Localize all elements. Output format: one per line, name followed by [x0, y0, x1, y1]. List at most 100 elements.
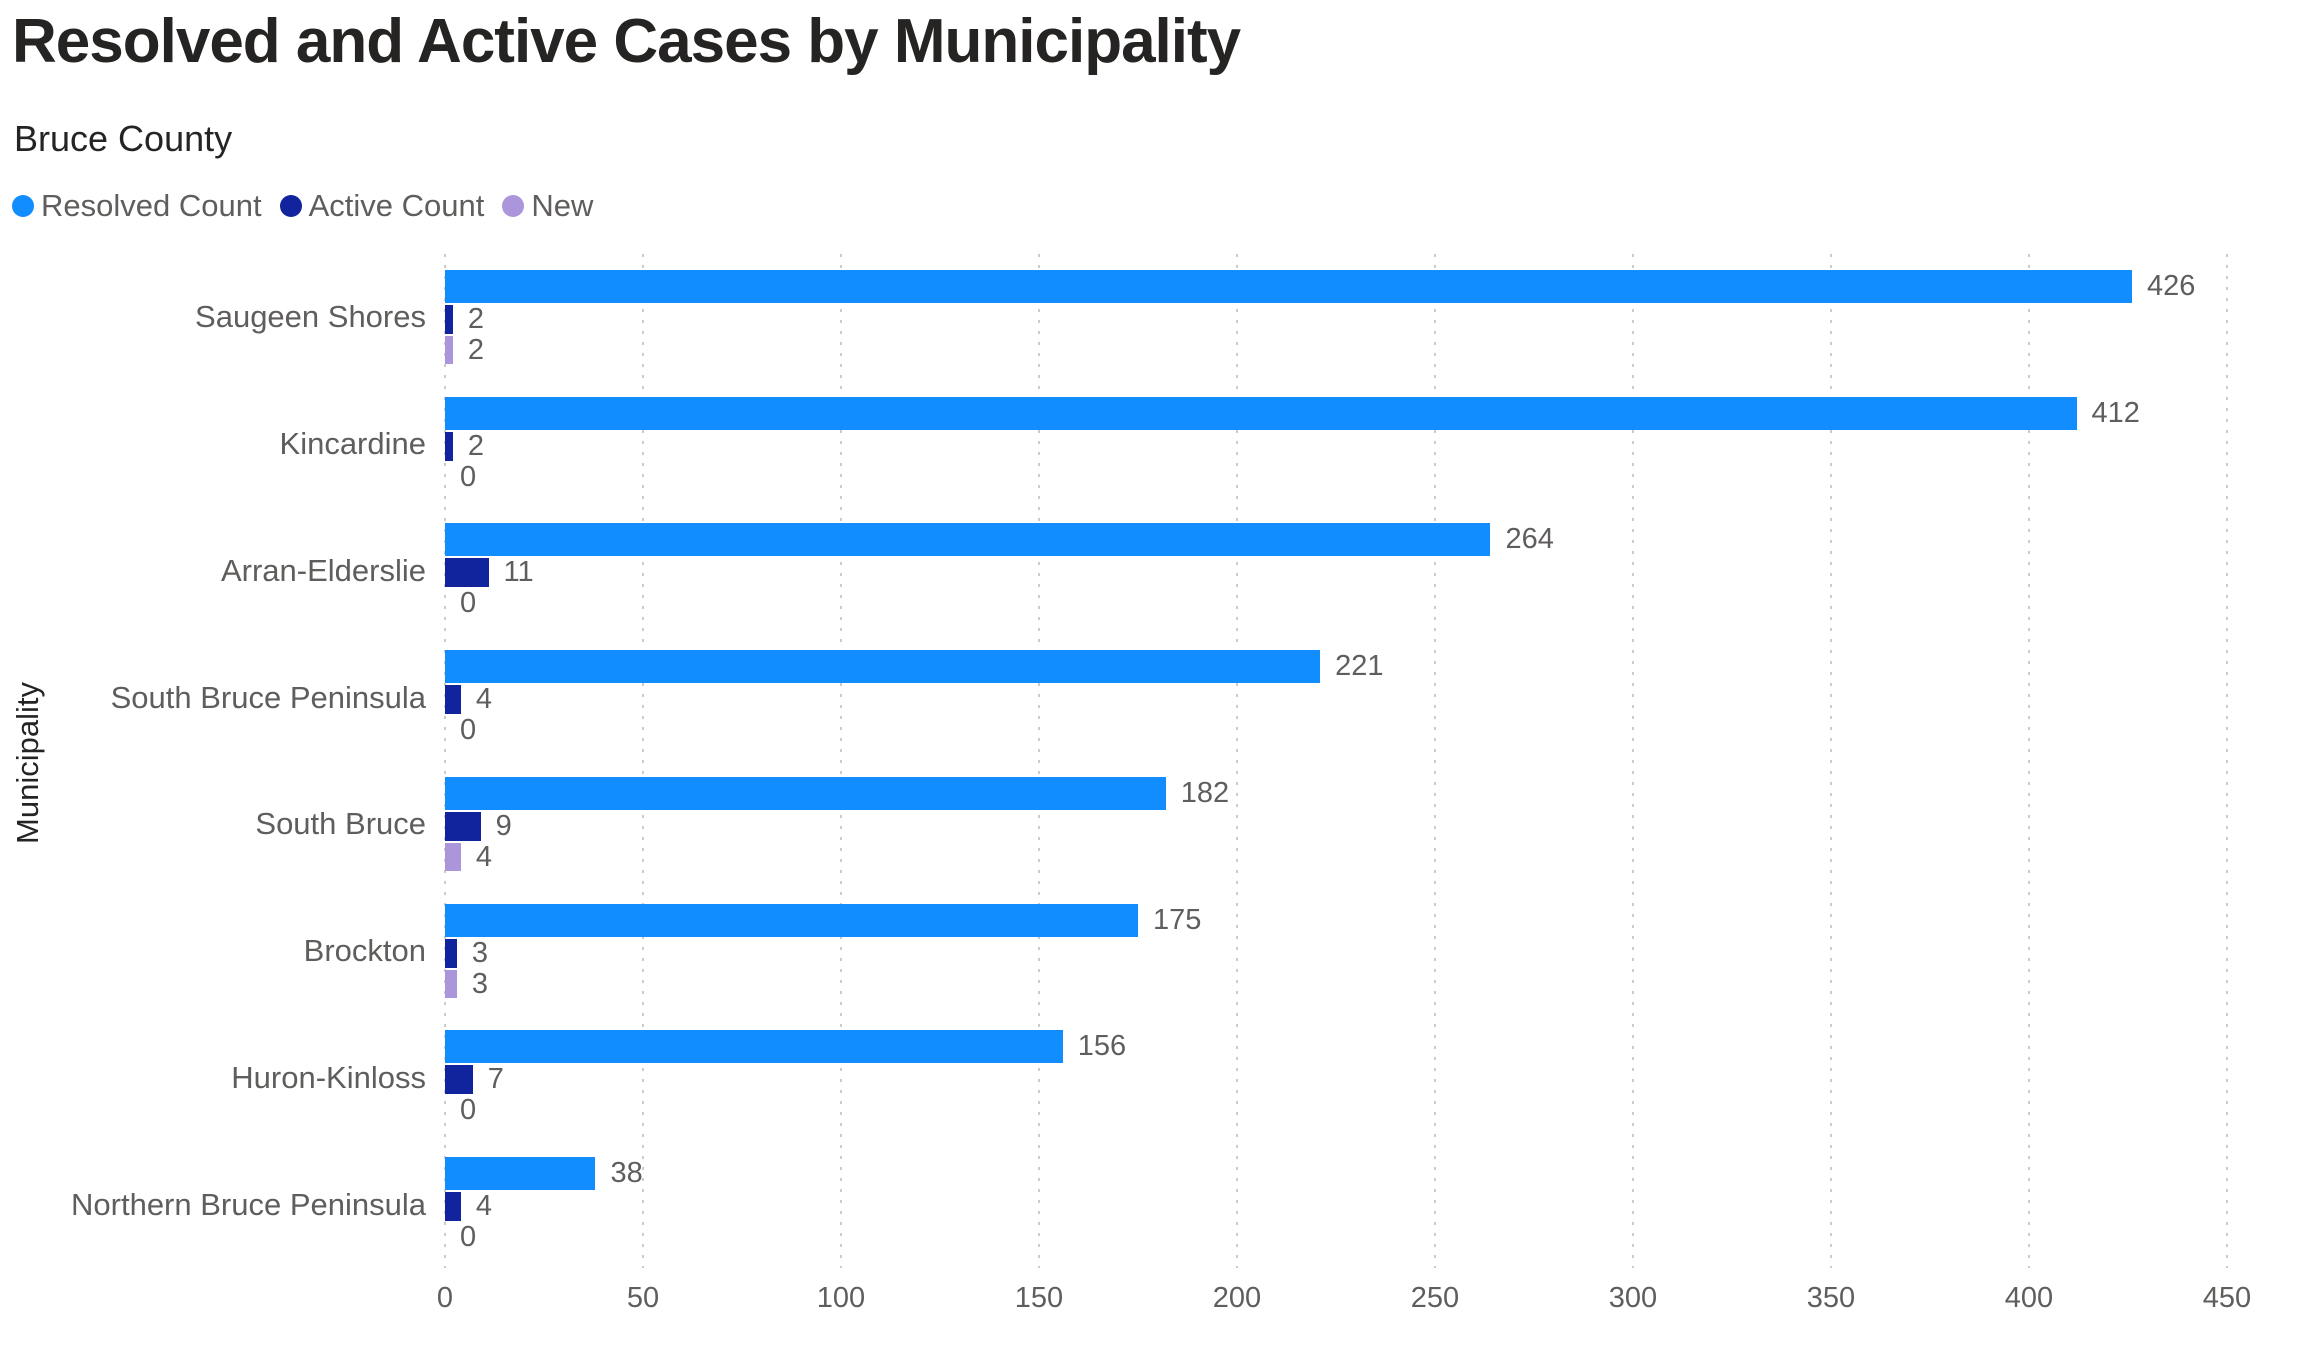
- bar-line: 0: [445, 1223, 2227, 1252]
- bar-line: 38: [445, 1157, 2227, 1191]
- category-label: Kincardine: [279, 426, 426, 462]
- gridline: [840, 254, 842, 1268]
- gridline: [1434, 254, 1436, 1268]
- bar-line: 426: [445, 269, 2227, 303]
- bar-line: 3: [445, 967, 2227, 1000]
- legend-item-active-count[interactable]: Active Count: [279, 188, 484, 224]
- x-tick-label: 150: [1014, 1282, 1064, 1314]
- chart-title: Resolved and Active Cases by Municipalit…: [12, 7, 1241, 76]
- bar-group-huron-kinloss: 156 7 0: [445, 1015, 2227, 1142]
- gridline: [642, 254, 644, 1268]
- category-label: South Bruce Peninsula: [110, 679, 426, 715]
- x-tick-label: 300: [1608, 1282, 1658, 1314]
- chart-subtitle: Bruce County: [14, 118, 233, 159]
- bar-resolved-count[interactable]: [445, 396, 2077, 430]
- data-label: 156: [1077, 1030, 1127, 1063]
- data-label: 175: [1153, 903, 1202, 936]
- category-label: Northern Bruce Peninsula: [71, 1186, 426, 1222]
- x-tick-label: 100: [816, 1282, 866, 1314]
- bar-line: 221: [445, 650, 2227, 684]
- bar-group-saugeen-shores: 426 2 2: [445, 254, 2227, 381]
- legend: Resolved Count Active Count New: [12, 188, 593, 224]
- bar-group-kincardine: 412 2 0: [445, 381, 2227, 508]
- category-label: Saugeen Shores: [195, 299, 426, 335]
- legend-dot-icon: [12, 195, 34, 217]
- x-tick-label: 50: [626, 1282, 660, 1314]
- bar-line: 0: [445, 1096, 2227, 1125]
- bar-active-count[interactable]: [445, 431, 453, 461]
- bar-line: 3: [445, 936, 2227, 969]
- bar-line: 2: [445, 302, 2227, 335]
- x-tick-label: 350: [1806, 1282, 1856, 1314]
- data-label: 426: [2146, 269, 2196, 302]
- data-label: 0: [460, 1221, 477, 1254]
- data-label: 0: [460, 587, 477, 620]
- bar-line: 4: [445, 1192, 2227, 1222]
- data-label: 9: [495, 809, 512, 842]
- bar-line: 0: [445, 716, 2227, 745]
- bar-active-count[interactable]: [445, 938, 457, 968]
- bar-active-count[interactable]: [445, 1065, 473, 1095]
- data-label: 38: [610, 1157, 643, 1190]
- category-label: Huron-Kinloss: [231, 1059, 426, 1095]
- data-label: 182: [1180, 776, 1230, 809]
- bar-new[interactable]: [445, 843, 461, 872]
- bar-line: 2: [445, 429, 2227, 462]
- legend-item-resolved-count[interactable]: Resolved Count: [12, 188, 262, 224]
- legend-label: New: [531, 188, 594, 223]
- bar-resolved-count[interactable]: [445, 650, 1321, 684]
- data-label: 3: [471, 967, 489, 1000]
- data-label: 2: [467, 429, 485, 462]
- bar-line: 412: [445, 396, 2227, 430]
- bar-new[interactable]: [445, 336, 453, 365]
- data-label: 4: [475, 683, 492, 716]
- bar-active-count[interactable]: [445, 811, 481, 841]
- data-label: 4: [475, 840, 492, 873]
- bar-line: 2: [445, 333, 2227, 366]
- bar-line: 0: [445, 589, 2227, 618]
- bar-group-arran-elderslie: 264 11 0: [445, 508, 2227, 635]
- bar-active-count[interactable]: [445, 558, 489, 588]
- bar-group-northern-bruce-peninsula: 38 4 0: [445, 1141, 2227, 1268]
- bar-line: 156: [445, 1030, 2227, 1064]
- category-label: Arran-Elderslie: [220, 552, 426, 588]
- bar-new[interactable]: [445, 970, 457, 999]
- bar-resolved-count[interactable]: [445, 1030, 1063, 1064]
- bar-line: 175: [445, 903, 2227, 937]
- bar-resolved-count[interactable]: [445, 776, 1166, 810]
- data-label: 7: [487, 1063, 504, 1096]
- bar-line: 7: [445, 1063, 2227, 1096]
- category-label: Brockton: [303, 933, 426, 969]
- data-label: 0: [460, 1094, 477, 1127]
- category-axis: Saugeen Shores Kincardine Arran-Elderslie S…: [0, 254, 434, 1268]
- gridline: [2028, 254, 2030, 1268]
- bar-resolved-count[interactable]: [445, 1157, 596, 1191]
- data-label: 2: [467, 302, 485, 335]
- data-label: 2: [467, 333, 485, 366]
- bar-line: 264: [445, 523, 2227, 557]
- bar-resolved-count[interactable]: [445, 903, 1138, 937]
- bar-rows: 426 2 2 412 2 0 264 11 0 221 4 0 182 9 4 175 3 3 156 7 0 38 4 0: [445, 254, 2227, 1268]
- category-label: South Bruce: [255, 806, 426, 842]
- x-axis: 0 50 100 150 200 250 300 350 400 450: [0, 1282, 2320, 1322]
- bar-group-south-bruce-peninsula: 221 4 0: [445, 634, 2227, 761]
- gridline: [1830, 254, 1832, 1268]
- legend-item-new[interactable]: New: [502, 188, 593, 224]
- gridline: [1236, 254, 1238, 1268]
- bar-resolved-count[interactable]: [445, 269, 2132, 303]
- gridline: [444, 254, 446, 1268]
- bar-active-count[interactable]: [445, 1192, 461, 1222]
- data-label: 3: [471, 936, 489, 969]
- bar-group-south-bruce: 182 9 4: [445, 761, 2227, 888]
- x-tick-label: 450: [2202, 1282, 2252, 1314]
- bar-active-count[interactable]: [445, 304, 453, 334]
- legend-label: Resolved Count: [41, 188, 262, 223]
- legend-dot-icon: [502, 195, 525, 217]
- bar-line: 0: [445, 462, 2227, 492]
- bar-active-count[interactable]: [445, 685, 461, 715]
- bar-line: 4: [445, 840, 2227, 873]
- gridline: [2226, 254, 2228, 1268]
- data-label: 264: [1505, 523, 1554, 556]
- bar-resolved-count[interactable]: [445, 523, 1491, 557]
